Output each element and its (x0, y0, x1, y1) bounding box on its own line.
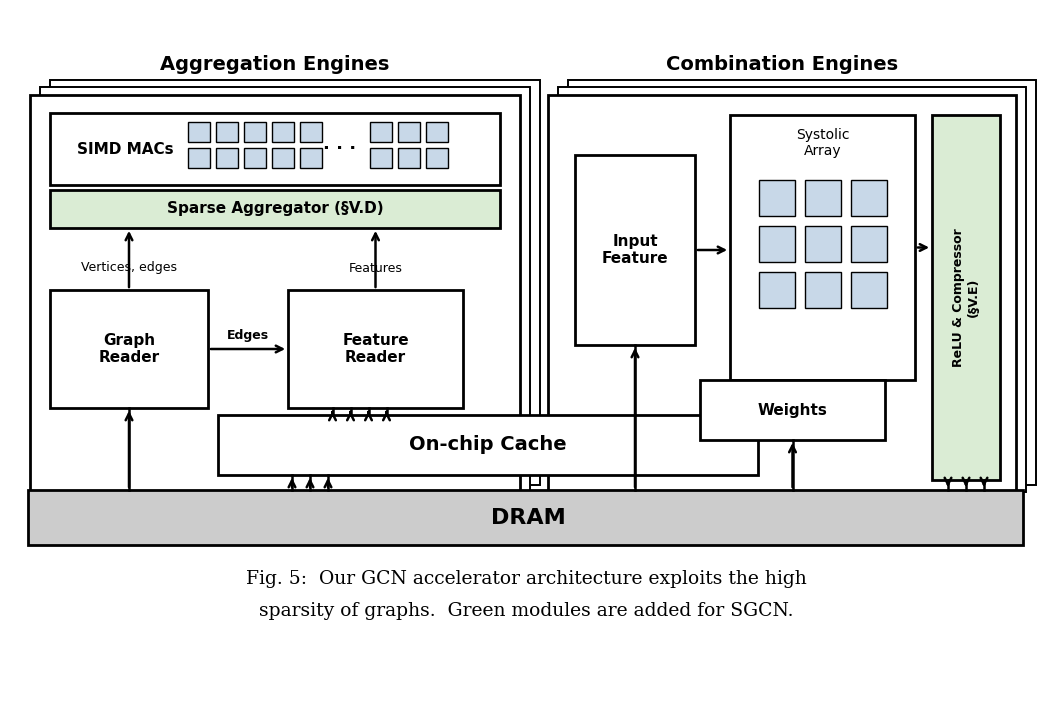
Bar (28, 490, 1023, 545)
Text: Combination Engines: Combination Engines (666, 55, 898, 74)
Bar (398, 148, 420, 168)
Bar (50, 190, 500, 228)
Bar (805, 272, 841, 308)
Bar (300, 122, 322, 142)
Bar (730, 115, 915, 380)
Bar (188, 148, 210, 168)
Text: Input
Feature: Input Feature (602, 234, 668, 266)
Bar (548, 95, 1016, 500)
Bar (850, 180, 887, 216)
Bar (218, 415, 758, 475)
Text: sparsity of graphs.  Green modules are added for SGCN.: sparsity of graphs. Green modules are ad… (259, 602, 793, 620)
Bar (575, 155, 695, 345)
Bar (288, 290, 463, 408)
Text: Systolic
Array: Systolic Array (795, 128, 849, 158)
Bar (50, 290, 208, 408)
Bar (758, 180, 794, 216)
Text: Features: Features (348, 261, 403, 275)
Bar (244, 122, 266, 142)
Bar (805, 180, 841, 216)
Bar (216, 148, 238, 168)
Bar (932, 115, 1000, 480)
Text: Feature
Reader: Feature Reader (342, 333, 409, 365)
Text: Weights: Weights (757, 403, 828, 418)
Bar (31, 95, 520, 500)
Bar (40, 87, 530, 492)
Text: Sparse Aggregator (§V.D): Sparse Aggregator (§V.D) (166, 202, 383, 217)
Bar (244, 148, 266, 168)
Text: DRAM: DRAM (490, 508, 565, 527)
Text: Graph
Reader: Graph Reader (99, 333, 160, 365)
Text: Vertices, edges: Vertices, edges (81, 261, 177, 275)
Text: Aggregation Engines: Aggregation Engines (160, 55, 389, 74)
Bar (850, 226, 887, 262)
Bar (758, 226, 794, 262)
Text: On-chip Cache: On-chip Cache (409, 435, 567, 455)
Bar (50, 80, 540, 485)
Text: Edges: Edges (227, 329, 269, 341)
Bar (568, 80, 1036, 485)
Bar (272, 148, 294, 168)
Bar (558, 87, 1026, 492)
Bar (50, 113, 500, 185)
Text: ReLU & Compressor
(§V.E): ReLU & Compressor (§V.E) (952, 228, 980, 367)
Text: Fig. 5:  Our GCN accelerator architecture exploits the high: Fig. 5: Our GCN accelerator architecture… (245, 570, 807, 588)
Bar (758, 272, 794, 308)
Bar (272, 122, 294, 142)
Bar (805, 226, 841, 262)
Bar (398, 122, 420, 142)
Bar (216, 122, 238, 142)
Bar (300, 148, 322, 168)
Bar (188, 122, 210, 142)
Bar (426, 122, 448, 142)
Text: SIMD MACs: SIMD MACs (77, 142, 174, 156)
Bar (700, 380, 885, 440)
Bar (370, 122, 392, 142)
Bar (850, 272, 887, 308)
Bar (370, 148, 392, 168)
Bar (426, 148, 448, 168)
Text: · · ·: · · · (323, 140, 357, 158)
